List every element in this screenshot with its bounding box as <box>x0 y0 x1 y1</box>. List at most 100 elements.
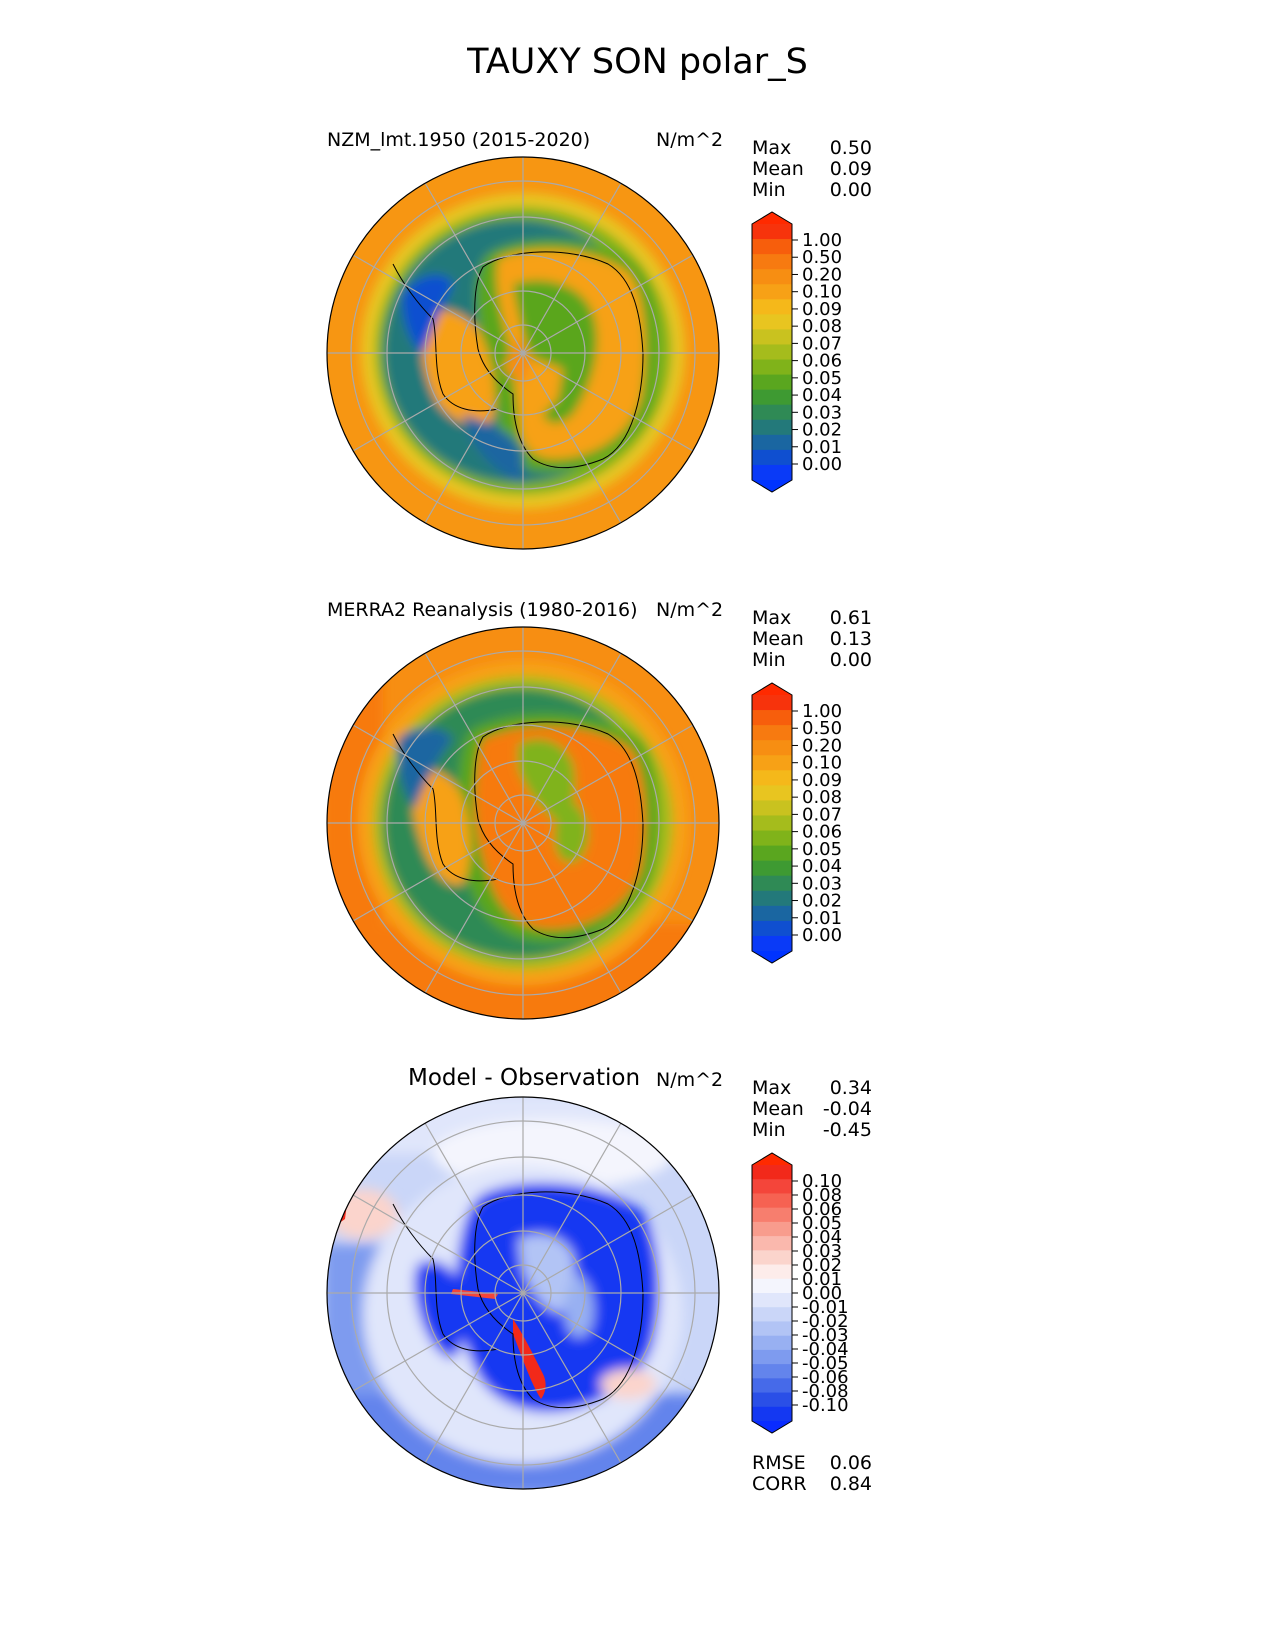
colorbar-tick-label: 0.07 <box>802 804 842 825</box>
units-label: N/m^2 <box>656 129 724 151</box>
stat-mean-label: Mean <box>752 628 804 650</box>
antarctica-coastline <box>474 721 644 939</box>
colorbar-band <box>752 1364 792 1379</box>
colorbar-band <box>752 374 792 391</box>
colorbar-band <box>752 434 792 451</box>
stat-max-value: 0.50 <box>829 137 872 159</box>
colorbar-tick-label: 0.04 <box>802 1227 842 1248</box>
colorbar-tick-label: 0.05 <box>802 1213 842 1234</box>
colorbar-tick-label: 0.03 <box>802 402 842 423</box>
colorbar-tick-label: -0.06 <box>802 1367 849 1388</box>
stat-min-label: Min <box>752 649 786 671</box>
colorbar-band <box>752 1207 792 1223</box>
positive-anomaly <box>513 1319 546 1399</box>
colorbar-band <box>752 224 792 240</box>
stat-min-value: -0.45 <box>822 1119 872 1141</box>
colorbar-extend-max <box>752 212 792 224</box>
panel-title: NZM_lmt.1950 (2015-2020) <box>327 129 591 151</box>
corr-value: 0.84 <box>829 1473 872 1495</box>
stat-mean-label: Mean <box>752 1098 804 1120</box>
colorbar-tick-label: 0.08 <box>802 1185 842 1206</box>
colorbar-tick-label: 0.02 <box>802 891 842 912</box>
antarctica-coastline <box>474 1191 644 1409</box>
colorbar-outline <box>751 1152 793 1434</box>
colorbar-band <box>752 1335 792 1351</box>
figure-title: TAUXY SON polar_S <box>467 42 808 82</box>
colorbar-extend-min <box>752 480 792 492</box>
units-label: N/m^2 <box>656 599 724 621</box>
colorbar-extend-max <box>752 1153 792 1165</box>
colorbar-tick-label: 0.01 <box>802 1269 842 1290</box>
colorbar-band <box>752 299 792 315</box>
colorbar-extend-max <box>752 683 792 695</box>
colorbar-tick-label: 0.07 <box>802 333 842 354</box>
colorbar-band <box>752 1307 792 1322</box>
colorbar-band <box>752 1278 792 1294</box>
colorbar-band <box>752 284 792 300</box>
colorbar-tick-label: 0.00 <box>802 925 842 946</box>
colorbar-tick-label: 0.02 <box>802 1255 842 1276</box>
colorbar-tick-label: 0.00 <box>802 454 842 475</box>
colorbar-tick-label: 0.06 <box>802 351 842 372</box>
colorbar-band <box>752 1321 792 1337</box>
colorbar-band <box>752 404 792 421</box>
colorbar-band <box>752 800 792 816</box>
colorbar-tick-label: 0.01 <box>802 908 842 929</box>
colorbar-band <box>752 845 792 862</box>
colorbar-tick-label: 0.01 <box>802 437 842 458</box>
polar-map-observation <box>326 626 720 1020</box>
colorbar-tick-label: 0.04 <box>802 856 842 877</box>
colorbar-tick-label: 0.50 <box>802 247 842 268</box>
colorbar-tick-label: 0.03 <box>802 1241 842 1262</box>
colorbar-band <box>752 1293 792 1308</box>
colorbar-band <box>752 710 792 726</box>
colorbar-tick-label: 0.10 <box>802 282 842 303</box>
stat-min-label: Min <box>752 1119 786 1141</box>
colorbar-tick-label: 0.08 <box>802 787 842 808</box>
rmse-value: 0.06 <box>829 1452 872 1474</box>
colorbar-tick-label: 0.05 <box>802 368 842 389</box>
stat-max-value: 0.61 <box>829 607 872 629</box>
stat-mean-value: -0.04 <box>822 1098 872 1120</box>
colorbar-band <box>752 344 792 361</box>
colorbar-tick-label: 0.20 <box>802 735 842 756</box>
panel-title: Model - Observation <box>408 1065 641 1091</box>
polar-map-model <box>326 156 720 550</box>
colorbar-tick-label: -0.04 <box>802 1339 849 1360</box>
stat-mean-value: 0.13 <box>829 628 872 650</box>
colorbar-band <box>752 269 792 285</box>
stat-max-label: Max <box>752 137 792 159</box>
colorbar-tick-label: -0.02 <box>802 1311 849 1332</box>
colorbar-tick-label: 0.05 <box>802 839 842 860</box>
colorbar-band <box>752 755 792 771</box>
graticule <box>327 157 719 549</box>
colorbar-band <box>752 695 792 711</box>
colorbar-tick-label: 0.02 <box>802 420 842 441</box>
colorbar-tick-label: 0.06 <box>802 1199 842 1220</box>
colorbar-tick-label: 0.20 <box>802 264 842 285</box>
colorbar-tick-label: 0.00 <box>802 1283 842 1304</box>
colorbar-band <box>752 314 792 330</box>
peninsula-coastline <box>392 733 499 882</box>
colorbar-band <box>752 1406 792 1422</box>
colorbar-tick-label: -0.05 <box>802 1353 849 1374</box>
colorbar-band <box>752 1250 792 1266</box>
map-boundary <box>326 1096 720 1490</box>
antarctica-coastline <box>474 251 644 469</box>
panel-title: MERRA2 Reanalysis (1980-2016) <box>327 599 638 621</box>
colorbar-tick-label: -0.10 <box>802 1395 849 1416</box>
colorbar-outline <box>751 211 793 493</box>
colorbar-band <box>752 1179 792 1194</box>
colorbar-band <box>752 935 792 952</box>
stat-max-label: Max <box>752 1077 792 1099</box>
colorbar-tick-label: 0.06 <box>802 822 842 843</box>
colorbar-band <box>752 770 792 786</box>
map-boundary <box>326 156 720 550</box>
colorbar-band <box>752 239 792 255</box>
colorbar-band <box>752 830 792 847</box>
colorbar-extend-min <box>752 1421 792 1433</box>
colorbar-band <box>752 1236 792 1251</box>
colorbar-band <box>752 389 792 406</box>
stat-min-value: 0.00 <box>829 649 872 671</box>
colorbar-tick-label: 0.10 <box>802 753 842 774</box>
